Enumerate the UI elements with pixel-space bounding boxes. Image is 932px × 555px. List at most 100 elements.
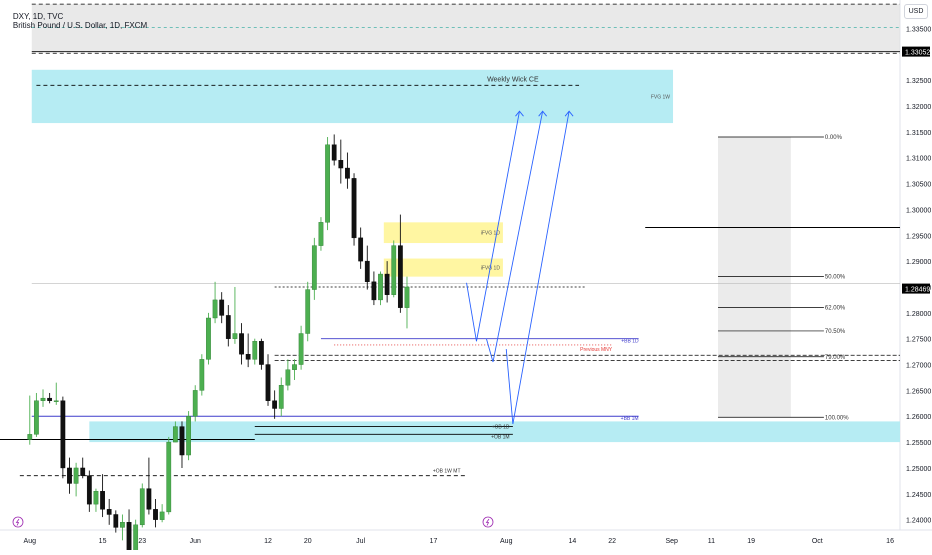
candle-body-23	[179, 426, 185, 456]
candle-body-0	[27, 434, 33, 440]
level-label-0: Weekly Wick CE	[487, 76, 539, 83]
projection-arrowhead-2	[564, 110, 574, 117]
y-tick-10: 1.29000	[906, 259, 931, 266]
candle-body-54	[384, 273, 390, 295]
candle-body-5	[60, 400, 66, 469]
x-tick-4: 12	[264, 538, 272, 545]
flash-icon-0	[12, 516, 24, 528]
candle-body-16	[133, 524, 139, 551]
y-tick-7: 1.27500	[906, 337, 931, 344]
candle-body-24	[186, 416, 191, 456]
candle-body-19	[153, 509, 158, 520]
level-label-4: +OB 1D	[492, 425, 510, 431]
candle-body-18	[146, 488, 152, 510]
candle-body-37	[272, 400, 278, 409]
y-tick-15: 1.31500	[906, 130, 931, 137]
y-tick-17: 1.32500	[906, 78, 931, 85]
level-label-3: +BB 1M	[621, 416, 639, 422]
fib-label-2: 62.00%	[825, 306, 846, 312]
candle-body-34	[252, 341, 258, 360]
x-tick-13: 19	[747, 538, 755, 545]
projection-arrow-2	[505, 111, 570, 425]
candle-body-3	[47, 397, 53, 401]
candle-body-44	[318, 222, 324, 246]
candle-body-51	[364, 260, 370, 283]
fib-label-5: 100.00%	[825, 415, 849, 421]
candle-body-9	[86, 475, 92, 505]
candle-body-38	[278, 385, 284, 409]
zone-0	[31, 69, 674, 124]
candle-body-36	[265, 364, 271, 401]
flash-icon-1	[482, 516, 494, 528]
projection-arrowhead-0	[515, 110, 524, 117]
level-label-5: +OB 1M	[491, 434, 509, 440]
fib-label-4: 79.00%	[825, 355, 846, 361]
y-tick-16: 1.32000	[906, 104, 931, 111]
fib-label-3: 70.50%	[825, 329, 846, 335]
candle-body-29	[219, 299, 225, 316]
candle-body-26	[199, 359, 205, 391]
x-tick-5: 20	[304, 538, 312, 545]
candle-body-1	[34, 400, 39, 435]
candle-body-35	[259, 341, 264, 365]
candle-body-8	[80, 467, 86, 476]
y-tick-12: 1.30000	[906, 207, 931, 214]
candle-body-10	[93, 491, 99, 505]
y-tick-11: 1.29500	[906, 233, 931, 240]
x-tick-7: 17	[430, 538, 438, 545]
x-tick-2: 23	[138, 538, 146, 545]
candle-body-17	[139, 488, 145, 526]
candle-body-49	[351, 178, 357, 239]
y-tick-3: 1.25500	[906, 440, 931, 447]
candle-body-7	[73, 467, 79, 484]
zone-label-2: iFVG 1D	[481, 266, 501, 272]
candle-body-21	[166, 441, 172, 513]
y-tick-1: 1.24500	[906, 492, 931, 499]
y-tick-13: 1.30500	[906, 182, 931, 189]
x-tick-8: Aug	[500, 538, 513, 545]
marked-price-label: 1.33052	[905, 50, 930, 57]
candle-body-32	[239, 333, 244, 355]
fib-zone	[718, 137, 791, 418]
x-tick-6: Jul	[356, 538, 365, 545]
x-tick-3: Jun	[190, 538, 201, 545]
currency-badge[interactable]: USD	[904, 4, 928, 19]
candle-body-42	[305, 289, 311, 334]
x-tick-12: 11	[708, 538, 715, 545]
candle-body-47	[338, 160, 344, 169]
zone-1	[383, 222, 503, 244]
candle-body-22	[172, 426, 178, 443]
symbol-label[interactable]: DXY, 1D, TVC	[12, 12, 64, 21]
x-tick-0: Aug	[24, 538, 37, 545]
level-label-1: +BB 1D	[621, 339, 639, 345]
current-price-label: 1.28469	[905, 287, 930, 294]
y-tick-5: 1.26500	[906, 388, 931, 395]
candle-body-41	[298, 333, 304, 365]
candle-body-53	[378, 273, 383, 301]
y-tick-6: 1.27000	[906, 363, 931, 370]
flash-glyph-0	[15, 518, 20, 526]
candle-body-46	[331, 144, 337, 161]
level-label-2: Previous MNY	[580, 347, 613, 353]
candle-body-52	[371, 281, 377, 301]
y-tick-0: 1.24000	[906, 518, 931, 525]
x-tick-15: 16	[886, 538, 894, 545]
candle-body-11	[100, 491, 105, 510]
zone-label-0: FVG 1W	[651, 94, 670, 100]
candle-body-40	[292, 364, 297, 370]
fib-label-1: 50.00%	[825, 275, 846, 281]
fib-label-0: 0.00%	[825, 135, 843, 141]
candle-body-56	[397, 245, 403, 308]
y-tick-18: 1.33500	[906, 26, 931, 33]
candle-body-6	[67, 467, 72, 484]
candle-body-2	[40, 397, 46, 401]
series-label[interactable]: British Pound / U.S. Dollar, 1D, FXCM	[12, 21, 148, 30]
candle-body-13	[113, 514, 119, 528]
candle-body-39	[285, 369, 291, 386]
y-tick-4: 1.26000	[906, 414, 931, 421]
candle-body-33	[245, 353, 251, 360]
candle-body-45	[325, 144, 330, 223]
current-price-tag	[902, 283, 930, 294]
